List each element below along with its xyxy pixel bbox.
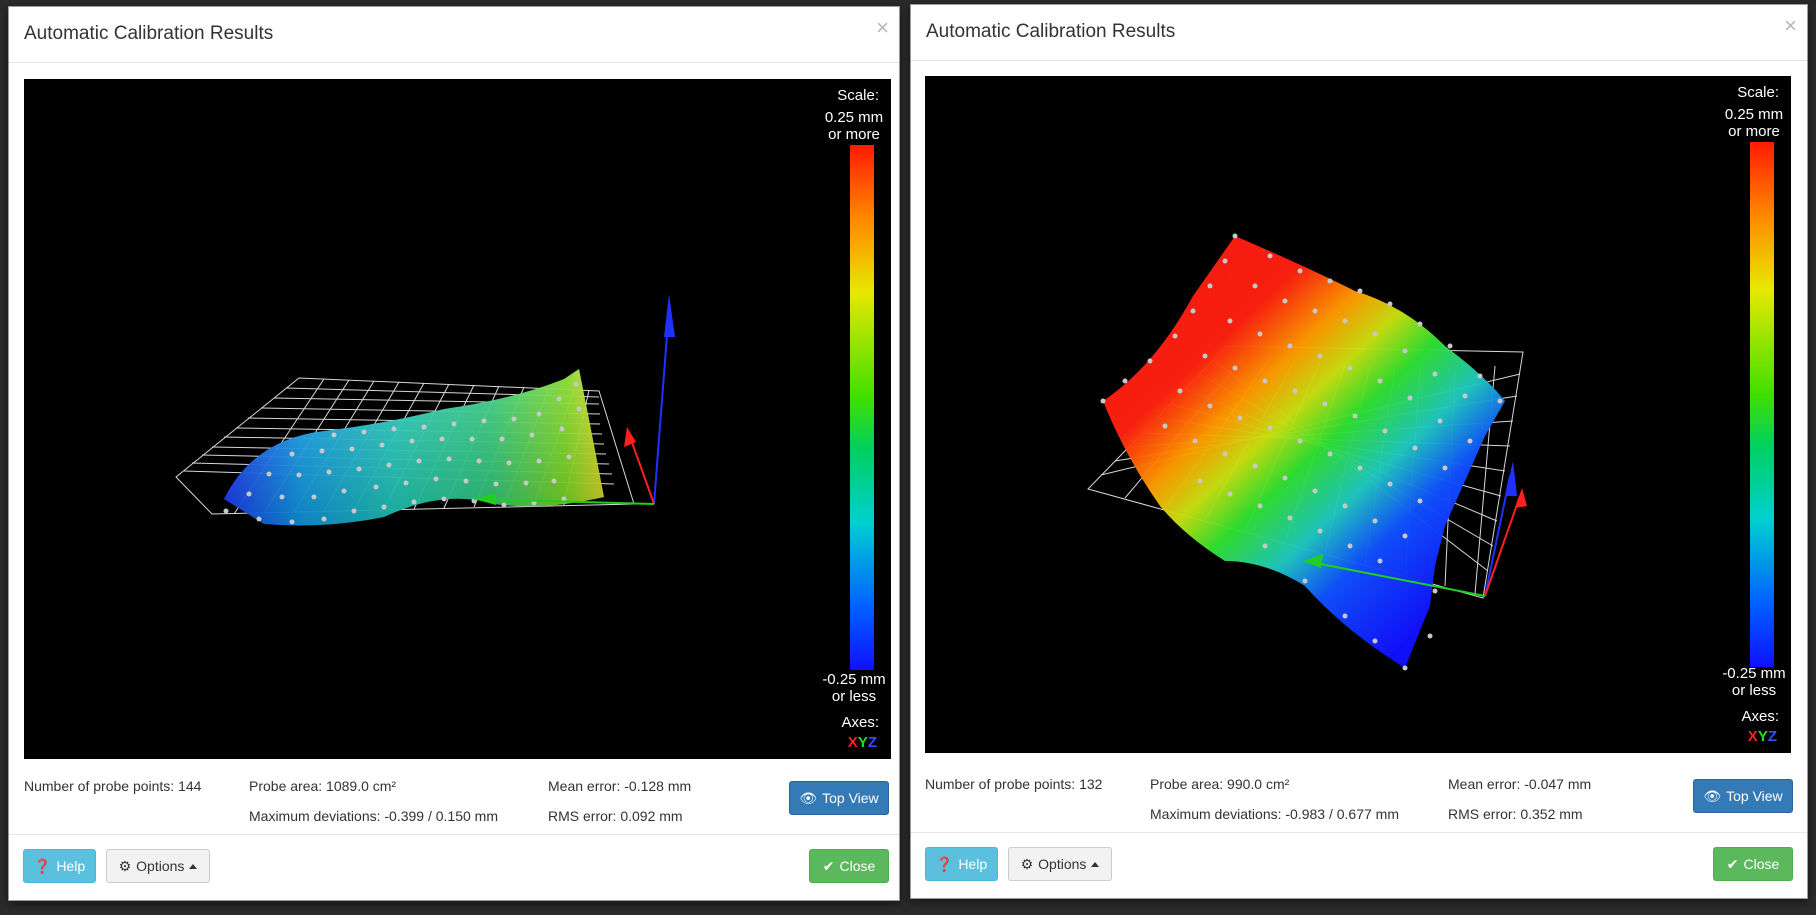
gear-icon: ⚙ bbox=[1020, 855, 1034, 872]
close-x-icon[interactable]: × bbox=[876, 15, 889, 40]
scale-min-label: -0.25 mm or less bbox=[822, 671, 886, 705]
help-button[interactable]: ❓ Help bbox=[23, 849, 96, 883]
top-view-button[interactable]: 👁 Top View bbox=[789, 781, 889, 815]
probe-points bbox=[1100, 233, 1503, 671]
check-icon: ✔ bbox=[822, 857, 835, 874]
color-scale-bar bbox=[850, 145, 874, 670]
help-label: Help bbox=[56, 858, 86, 874]
close-label: Close bbox=[839, 858, 876, 874]
axis-y-label: Y bbox=[1757, 728, 1768, 745]
close-x-icon[interactable]: × bbox=[1784, 13, 1797, 38]
axis-x-label: X bbox=[1747, 728, 1758, 745]
axes-legend: XYZ bbox=[848, 734, 877, 751]
help-label: Help bbox=[958, 856, 988, 872]
calibration-dialog-left: Automatic Calibration Results × bbox=[8, 6, 900, 901]
eye-icon: 👁 bbox=[799, 789, 818, 806]
help-button[interactable]: ❓ Help bbox=[925, 847, 998, 881]
height-map-viewer[interactable]: Scale: 0.25 mm or more -0.25 mm or less … bbox=[925, 76, 1791, 753]
modal-title: Automatic Calibration Results bbox=[926, 21, 1176, 42]
axes-title: Axes: bbox=[841, 714, 879, 731]
axis-x-label: X bbox=[847, 734, 858, 751]
modal-header: Automatic Calibration Results × bbox=[911, 5, 1807, 61]
question-circle-icon: ❓ bbox=[935, 855, 954, 872]
probe-points-count: Number of probe points: 144 bbox=[24, 778, 202, 794]
top-view-label: Top View bbox=[822, 790, 879, 806]
axis-y-label: Y bbox=[857, 734, 868, 751]
height-map-scene bbox=[175, 294, 675, 526]
max-deviations: Maximum deviations: -0.399 / 0.150 mm bbox=[249, 808, 498, 824]
modal-header: Automatic Calibration Results × bbox=[9, 7, 899, 63]
scale-max-label: 0.25 mm or more bbox=[1724, 106, 1784, 140]
axes-title: Axes: bbox=[1741, 708, 1779, 725]
close-label: Close bbox=[1743, 856, 1780, 872]
axes-legend: XYZ bbox=[1748, 728, 1777, 745]
height-map-scene bbox=[1087, 233, 1527, 671]
axis-z-label: Z bbox=[1767, 728, 1777, 745]
options-label: Options bbox=[1038, 856, 1087, 872]
mean-error: Mean error: -0.047 mm bbox=[1448, 776, 1592, 792]
top-view-button[interactable]: 👁 Top View bbox=[1693, 779, 1793, 813]
calibration-dialog-right: Automatic Calibration Results × bbox=[910, 4, 1808, 899]
options-button[interactable]: ⚙ Options bbox=[106, 849, 210, 883]
probe-points bbox=[223, 381, 582, 525]
probe-points-count: Number of probe points: 132 bbox=[925, 776, 1103, 792]
caret-up-icon bbox=[1091, 861, 1100, 867]
eye-icon: 👁 bbox=[1703, 787, 1722, 804]
top-view-label: Top View bbox=[1726, 788, 1783, 804]
rms-error: RMS error: 0.092 mm bbox=[548, 808, 683, 824]
deviation-surface bbox=[1103, 236, 1505, 668]
axis-z-label: Z bbox=[867, 734, 877, 751]
caret-up-icon bbox=[189, 863, 198, 869]
height-map-viewer[interactable]: Scale: 0.25 mm or more -0.25 mm or less … bbox=[24, 79, 891, 759]
scale-title: Scale: bbox=[837, 87, 879, 104]
axis-arrows bbox=[1303, 461, 1527, 597]
scale-max-label: 0.25 mm or more bbox=[824, 109, 884, 143]
mean-error: Mean error: -0.128 mm bbox=[548, 778, 692, 794]
options-label: Options bbox=[136, 858, 185, 874]
question-circle-icon: ❓ bbox=[33, 857, 52, 874]
gear-icon: ⚙ bbox=[118, 857, 132, 874]
options-button[interactable]: ⚙ Options bbox=[1008, 847, 1112, 881]
scale-title: Scale: bbox=[1737, 84, 1779, 101]
modal-footer: ❓ Help ⚙ Options ✔ Close bbox=[911, 832, 1807, 898]
rms-error: RMS error: 0.352 mm bbox=[1448, 806, 1583, 822]
probe-area: Probe area: 990.0 cm² bbox=[1150, 776, 1290, 792]
close-button[interactable]: ✔ Close bbox=[1713, 847, 1793, 881]
check-icon: ✔ bbox=[1726, 855, 1739, 872]
probe-area: Probe area: 1089.0 cm² bbox=[249, 778, 397, 794]
color-scale-bar bbox=[1750, 142, 1774, 667]
close-button[interactable]: ✔ Close bbox=[809, 849, 889, 883]
modal-footer: ❓ Help ⚙ Options ✔ Close bbox=[9, 834, 899, 900]
axis-arrows bbox=[473, 294, 675, 505]
modal-title: Automatic Calibration Results bbox=[24, 23, 274, 44]
max-deviations: Maximum deviations: -0.983 / 0.677 mm bbox=[1150, 806, 1399, 822]
scale-min-label: -0.25 mm or less bbox=[1722, 665, 1786, 699]
